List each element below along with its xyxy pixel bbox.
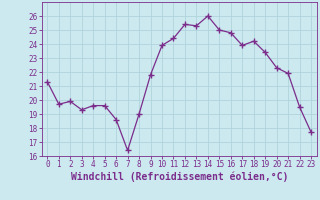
X-axis label: Windchill (Refroidissement éolien,°C): Windchill (Refroidissement éolien,°C) bbox=[70, 172, 288, 182]
